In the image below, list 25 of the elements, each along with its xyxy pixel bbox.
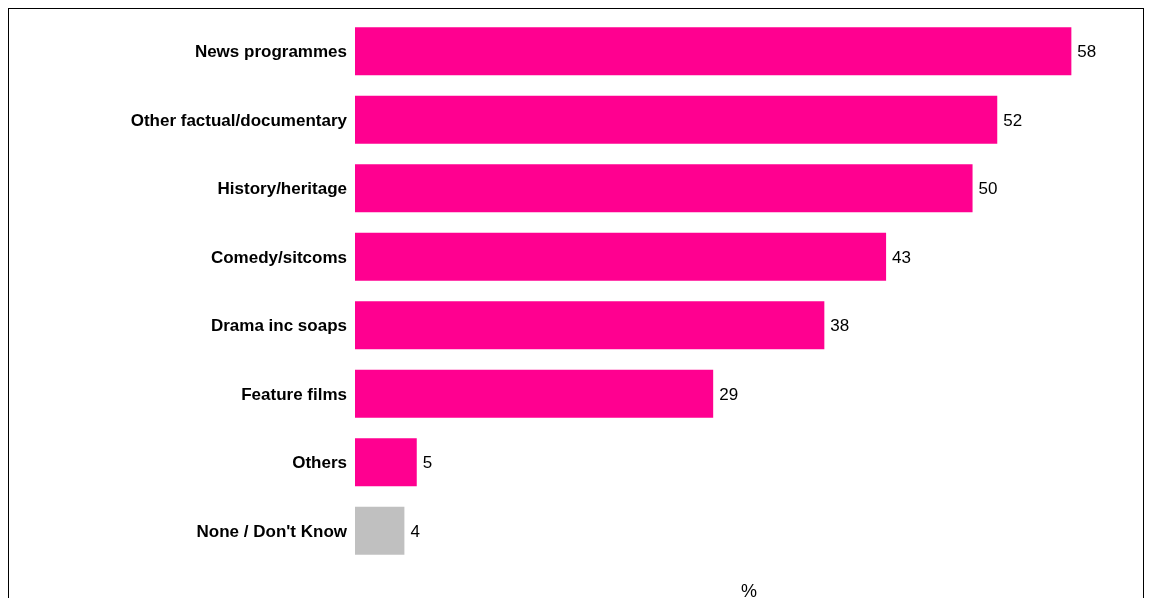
data-label: 29 [719, 384, 739, 404]
data-label: 58 [1077, 42, 1097, 62]
bar [355, 164, 973, 213]
y-tick-label: Other factual/documentary [130, 110, 348, 130]
data-label: 4 [410, 521, 420, 541]
y-tick-label: Drama inc soaps [210, 316, 347, 336]
data-label: 38 [830, 316, 850, 336]
y-tick-label: None / Don't Know [196, 521, 348, 541]
bar [355, 27, 1072, 76]
bar [355, 232, 887, 281]
y-tick-label: History/heritage [217, 179, 347, 199]
data-label: 50 [978, 179, 998, 199]
bar [355, 301, 825, 350]
x-axis-title: % [740, 581, 758, 598]
bar [355, 506, 405, 555]
y-tick-label: Feature films [241, 384, 347, 404]
data-label: 52 [1003, 110, 1023, 130]
bar [355, 438, 417, 487]
data-label: 43 [892, 247, 912, 267]
bar [355, 95, 998, 144]
y-tick-label: Comedy/sitcoms [210, 247, 347, 267]
data-label: 5 [422, 453, 433, 473]
y-tick-label: Others [292, 453, 347, 473]
y-tick-label: News programmes [194, 42, 347, 62]
bar [355, 369, 714, 418]
